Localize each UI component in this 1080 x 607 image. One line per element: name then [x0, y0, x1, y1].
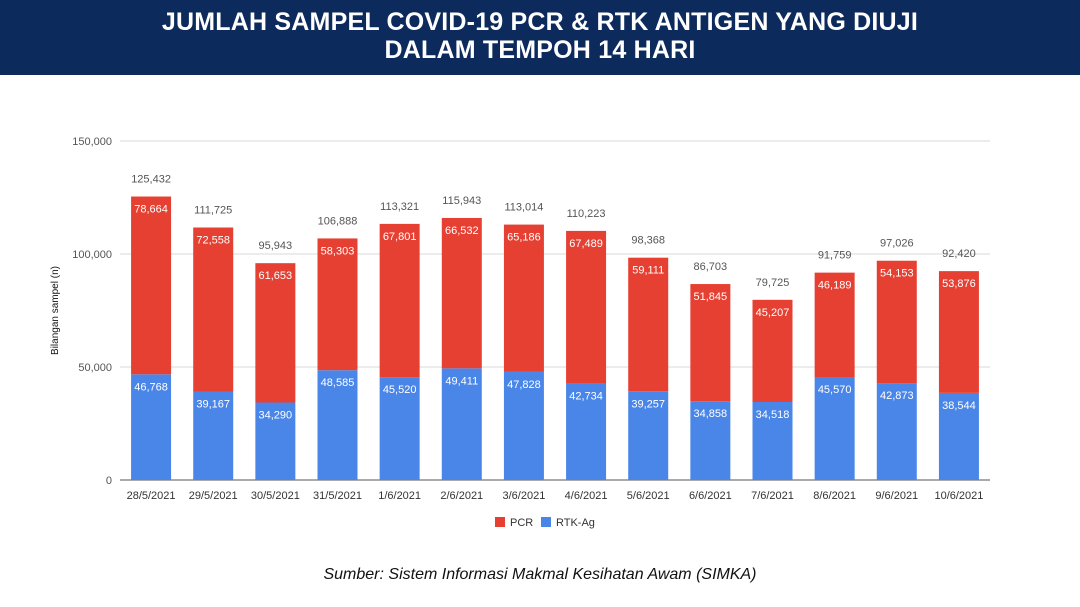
legend-label-pcr: PCR [510, 517, 533, 529]
bar-pcr [690, 284, 731, 402]
y-tick-label: 150,000 [72, 136, 112, 148]
data-label-total: 92,420 [942, 248, 976, 260]
x-tick-label: 6/6/2021 [689, 490, 732, 502]
bar-pcr [193, 227, 234, 392]
bar-rtk-ag [193, 391, 234, 480]
x-tick-label: 4/6/2021 [565, 490, 608, 502]
x-tick-label: 2/6/2021 [440, 490, 483, 502]
bar-pcr [628, 257, 669, 392]
bar-rtk-ag [131, 374, 172, 480]
bar-rtk-ag [255, 402, 296, 480]
data-label-total: 115,943 [442, 195, 481, 207]
data-label-total: 95,943 [259, 240, 293, 252]
data-label-rtk-ag: 45,520 [383, 384, 417, 396]
data-label-total: 98,368 [631, 235, 665, 247]
x-tick-label: 30/5/2021 [251, 490, 300, 502]
data-label-rtk-ag: 42,734 [569, 390, 603, 402]
data-label-pcr: 72,558 [196, 235, 230, 247]
data-label-pcr: 54,153 [880, 268, 914, 280]
data-label-rtk-ag: 34,290 [259, 410, 293, 422]
bar-rtk-ag [566, 383, 607, 480]
title-line-1: JUMLAH SAMPEL COVID-19 PCR & RTK ANTIGEN… [161, 8, 919, 36]
bar-pcr [131, 196, 172, 375]
data-label-pcr: 78,664 [134, 204, 168, 216]
x-tick-label: 28/5/2021 [127, 490, 176, 502]
bar-rtk-ag [441, 368, 482, 480]
bar-rtk-ag [379, 377, 420, 480]
x-tick-label: 31/5/2021 [313, 490, 362, 502]
data-label-pcr: 51,845 [694, 291, 728, 303]
bar-rtk-ag [628, 391, 669, 480]
data-label-pcr: 67,489 [569, 238, 603, 250]
bar-rtk-ag [752, 401, 793, 480]
data-label-pcr: 66,532 [445, 225, 479, 237]
data-label-pcr: 58,303 [321, 245, 355, 257]
x-tick-label: 1/6/2021 [378, 490, 421, 502]
data-label-rtk-ag: 46,768 [134, 381, 168, 393]
bar-pcr [752, 299, 793, 402]
bar-rtk-ag [876, 383, 917, 480]
legend-swatch-rtk-ag [541, 517, 551, 527]
data-label-pcr: 53,876 [942, 278, 976, 290]
x-tick-label: 8/6/2021 [813, 490, 856, 502]
data-label-rtk-ag: 49,411 [445, 375, 478, 387]
bar-pcr [317, 238, 358, 371]
y-axis-label: Bilangan sampel (n) [50, 266, 61, 355]
legend-swatch-pcr [495, 517, 505, 527]
data-label-rtk-ag: 39,257 [631, 398, 665, 410]
data-label-total: 97,026 [880, 238, 914, 250]
data-label-total: 106,888 [318, 215, 358, 227]
data-label-pcr: 65,186 [507, 232, 541, 244]
data-label-rtk-ag: 38,544 [942, 400, 976, 412]
data-label-pcr: 67,801 [383, 231, 417, 243]
x-tick-label: 9/6/2021 [875, 490, 918, 502]
data-label-rtk-ag: 45,570 [818, 384, 852, 396]
y-tick-label: 0 [106, 475, 112, 487]
data-label-total: 113,014 [504, 202, 543, 214]
data-label-rtk-ag: 48,585 [321, 377, 355, 389]
source-note: Sumber: Sistem Informasi Makmal Kesihata… [323, 566, 757, 583]
x-tick-label: 7/6/2021 [751, 490, 794, 502]
x-tick-label: 10/6/2021 [934, 490, 983, 502]
stacked-bar-chart: 0 50,000 100,000 150,000 Bilangan sampel (n)… [50, 136, 990, 529]
data-label-total: 91,759 [818, 250, 852, 262]
data-label-total: 111,725 [194, 205, 232, 217]
bar-pcr [255, 263, 296, 403]
bar-rtk-ag [690, 401, 731, 480]
x-tick-label: 3/6/2021 [503, 490, 546, 502]
bar-pcr [379, 223, 420, 378]
bar-pcr [814, 272, 855, 378]
data-label-total: 113,321 [380, 201, 419, 213]
legend-label-rtk-ag: RTK-Ag [556, 517, 595, 529]
bar-pcr [503, 224, 544, 372]
data-label-rtk-ag: 47,828 [507, 379, 541, 391]
data-label-pcr: 59,111 [632, 265, 664, 277]
data-label-total: 125,432 [131, 174, 171, 186]
data-label-rtk-ag: 34,518 [756, 409, 790, 421]
y-tick-label: 100,000 [72, 249, 112, 261]
data-label-rtk-ag: 34,858 [694, 408, 728, 420]
bar-pcr [566, 230, 607, 384]
data-label-pcr: 61,653 [259, 270, 293, 282]
bar-pcr [876, 260, 917, 384]
title-line-2: DALAM TEMPOH 14 HARI [384, 36, 696, 64]
bar-rtk-ag [814, 377, 855, 480]
bar-pcr [441, 217, 482, 369]
bar-rtk-ag [317, 370, 358, 480]
data-label-total: 86,703 [694, 261, 728, 273]
x-tick-label: 5/6/2021 [627, 490, 670, 502]
data-label-pcr: 46,189 [818, 280, 852, 292]
data-label-pcr: 45,207 [756, 307, 790, 319]
data-label-rtk-ag: 39,167 [196, 398, 230, 410]
data-label-total: 79,725 [756, 277, 790, 289]
x-tick-label: 29/5/2021 [189, 490, 238, 502]
bar-rtk-ag [938, 392, 979, 480]
data-label-total: 110,223 [567, 208, 606, 220]
data-label-rtk-ag: 42,873 [880, 390, 914, 402]
y-tick-label: 50,000 [78, 362, 112, 374]
header-banner: JUMLAH SAMPEL COVID-19 PCR & RTK ANTIGEN… [0, 0, 1080, 75]
bar-pcr [938, 271, 979, 393]
bar-rtk-ag [503, 371, 544, 480]
